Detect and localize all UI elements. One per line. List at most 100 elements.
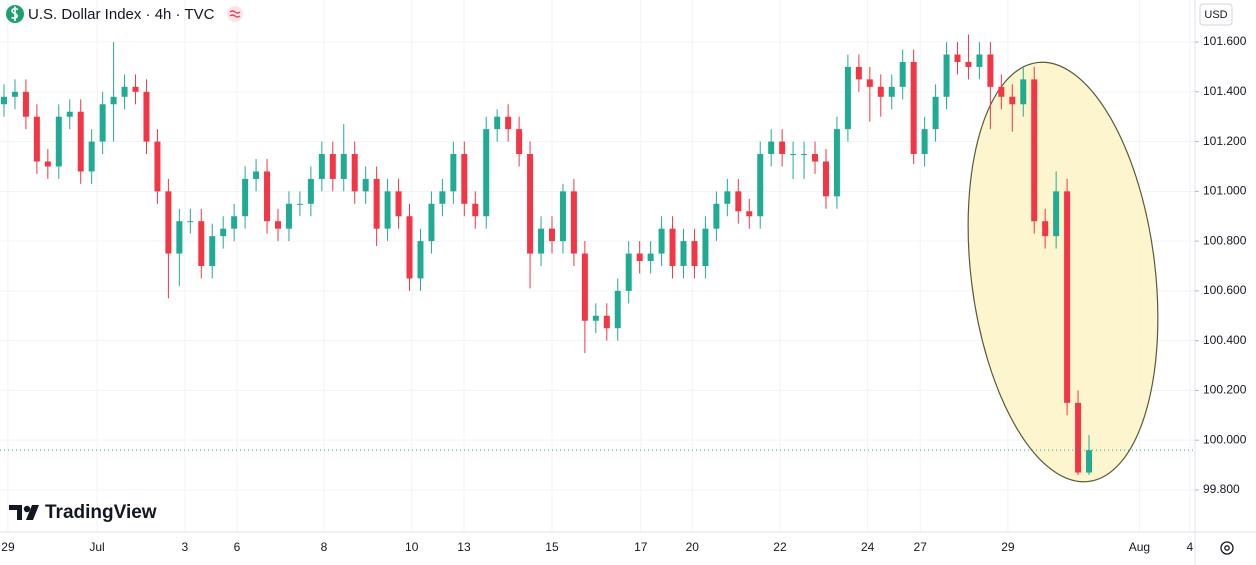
candle-body (340, 154, 347, 179)
y-tick-label: 100.400 (1203, 333, 1247, 347)
candle-body (768, 141, 775, 155)
y-tick-label: 100.600 (1203, 283, 1247, 297)
y-tick-label: 99.800 (1203, 482, 1240, 496)
candle-body (231, 216, 238, 229)
x-tick-label: 17 (634, 540, 648, 554)
candle-body (99, 104, 106, 142)
x-tick-label: 8 (321, 540, 328, 554)
candle-body (965, 61, 972, 67)
x-tick-label: 15 (545, 540, 559, 554)
candle-body (373, 178, 380, 229)
candle-body (11, 91, 18, 97)
candle-body (329, 154, 336, 179)
candle-body (77, 111, 84, 172)
candle-body (614, 290, 621, 329)
candle-body (658, 228, 665, 254)
candle-body (581, 253, 588, 321)
candle-body (220, 228, 227, 237)
currency-box[interactable] (1199, 3, 1233, 26)
candle-body (165, 191, 172, 254)
candle-body (998, 86, 1005, 97)
x-tick-label: 22 (773, 540, 787, 554)
candle-body (110, 96, 117, 105)
candle-body (976, 54, 983, 67)
candle-body (1042, 221, 1049, 237)
candle-body (1053, 191, 1060, 237)
candle-body (570, 191, 577, 254)
candle-body (406, 216, 413, 279)
candle-body (88, 141, 95, 172)
candle-body (592, 315, 599, 321)
candle-body (603, 315, 610, 329)
candle-body (647, 253, 654, 262)
candle-body (450, 154, 457, 192)
highlight-ellipse (967, 61, 1159, 483)
candle-body (888, 86, 895, 97)
candle-body (921, 129, 928, 155)
candle-body (132, 86, 139, 92)
candle-body (822, 161, 829, 197)
y-tick-label: 100.000 (1203, 432, 1247, 446)
y-tick-label: 100.800 (1203, 233, 1247, 247)
y-tick-label: 100.200 (1203, 383, 1247, 397)
logo (9, 505, 39, 520)
candle-body (1020, 79, 1027, 105)
candle-body (428, 203, 435, 242)
y-tick-label: 101.200 (1203, 134, 1247, 148)
candle-body (351, 154, 358, 192)
candle-body (1, 96, 8, 105)
candle-body (779, 141, 786, 155)
candle-body (384, 191, 391, 229)
candle-body (812, 154, 819, 162)
candle-body (669, 228, 676, 266)
candle-body (307, 178, 314, 204)
candle-body (253, 171, 260, 179)
currency-label[interactable]: USD (1204, 9, 1227, 21)
candle-body (66, 111, 73, 117)
x-tick-label: 10 (405, 540, 419, 554)
candle-body (527, 154, 534, 254)
candle-body (264, 171, 271, 222)
chart-title: U.S. Dollar Index · 4h · TVC (28, 6, 215, 23)
logo-mark-t (9, 505, 22, 520)
candle-body (801, 154, 808, 156)
candle-body (680, 241, 687, 266)
candle-body (1075, 402, 1082, 473)
axes: 99.800 100.000 100.200 100.400 100.600 100.80… (1, 34, 1246, 554)
x-tick-label: 13 (457, 540, 471, 554)
candle-body (691, 241, 698, 266)
candle-body (274, 221, 281, 229)
status-icon-glyph (229, 10, 241, 18)
x-tick-label: 20 (686, 540, 700, 554)
candle-body (724, 191, 731, 204)
settings-icon-center[interactable] (1224, 545, 1230, 551)
candle-body (943, 54, 950, 97)
y-tick-label: 101.600 (1203, 34, 1247, 48)
candle-body (735, 191, 742, 212)
candle-body (702, 228, 709, 266)
candle-body (516, 129, 523, 155)
y-tick-label: 101.000 (1203, 184, 1247, 198)
x-tick-label: Jul (89, 540, 104, 554)
candle-body (187, 221, 194, 223)
candles (0, 34, 1195, 476)
candle-body (198, 221, 205, 266)
x-tick-label: 3 (181, 540, 188, 554)
candle-body (209, 236, 216, 266)
candle-body (121, 86, 128, 97)
candle-body (417, 241, 424, 279)
x-tick-label: Aug (1129, 540, 1150, 554)
settings-icon[interactable] (1220, 541, 1234, 555)
candle-body (559, 191, 566, 242)
candle-body (296, 203, 303, 205)
x-tick-label: 4 (1187, 540, 1194, 554)
candle-body (790, 154, 797, 156)
candle-body (472, 203, 479, 217)
candle-body (746, 211, 753, 217)
candle-body (242, 178, 249, 217)
logo-mark-v (26, 505, 39, 520)
x-tick-label: 24 (861, 540, 875, 554)
x-tick-label: 29 (1001, 540, 1015, 554)
candle-body (1031, 79, 1038, 222)
